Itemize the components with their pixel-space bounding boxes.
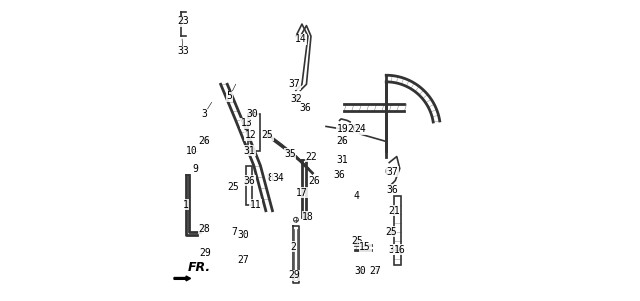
Text: 36: 36 (243, 175, 255, 186)
Text: 33: 33 (177, 46, 189, 56)
Text: 16: 16 (394, 245, 406, 255)
Text: 25: 25 (385, 227, 397, 237)
Text: 18: 18 (302, 212, 314, 222)
Text: 30: 30 (355, 266, 367, 276)
Text: 15: 15 (359, 242, 371, 252)
Text: 37: 37 (289, 79, 300, 89)
Text: 1: 1 (183, 200, 189, 210)
Text: 27: 27 (237, 255, 249, 265)
Text: 36: 36 (299, 103, 311, 113)
Text: 24: 24 (355, 124, 367, 135)
Text: 6: 6 (385, 166, 390, 177)
Text: 31: 31 (243, 145, 255, 156)
Text: 36: 36 (333, 169, 346, 180)
Text: 36: 36 (387, 185, 398, 195)
Text: 10: 10 (186, 145, 198, 156)
Text: 30: 30 (246, 109, 258, 119)
Text: 19: 19 (337, 124, 348, 135)
Text: 31: 31 (337, 154, 348, 165)
Text: 11: 11 (250, 200, 261, 210)
Text: 27: 27 (370, 266, 381, 276)
Text: 32: 32 (290, 94, 302, 104)
Text: 22: 22 (305, 151, 317, 162)
Text: 34: 34 (272, 172, 284, 183)
Text: 30: 30 (237, 230, 249, 240)
Text: 25: 25 (262, 130, 273, 141)
Text: 29: 29 (200, 248, 211, 258)
Text: 5: 5 (227, 91, 232, 101)
Text: 14: 14 (294, 34, 307, 44)
Text: 28: 28 (198, 224, 210, 234)
Text: 12: 12 (245, 130, 257, 141)
Text: 4: 4 (353, 191, 359, 201)
Text: 26: 26 (198, 136, 210, 147)
Text: 26: 26 (337, 136, 348, 147)
Text: 13: 13 (241, 118, 252, 129)
Text: 35: 35 (284, 148, 296, 159)
Text: 7: 7 (231, 227, 237, 237)
Text: 8: 8 (268, 172, 273, 183)
Text: 29: 29 (289, 270, 300, 281)
Text: 34: 34 (388, 245, 399, 255)
Text: 25: 25 (352, 236, 364, 246)
Polygon shape (174, 276, 191, 281)
Text: 21: 21 (388, 206, 399, 216)
Text: 26: 26 (308, 175, 320, 186)
Text: 25: 25 (227, 182, 239, 192)
Text: 3: 3 (201, 109, 207, 119)
Text: 17: 17 (296, 188, 308, 198)
Text: 9: 9 (192, 163, 198, 174)
Text: FR.: FR. (188, 261, 211, 274)
Text: 23: 23 (177, 16, 189, 26)
Text: 37: 37 (387, 166, 398, 177)
Text: 2: 2 (290, 242, 296, 252)
Text: 20: 20 (348, 124, 359, 135)
